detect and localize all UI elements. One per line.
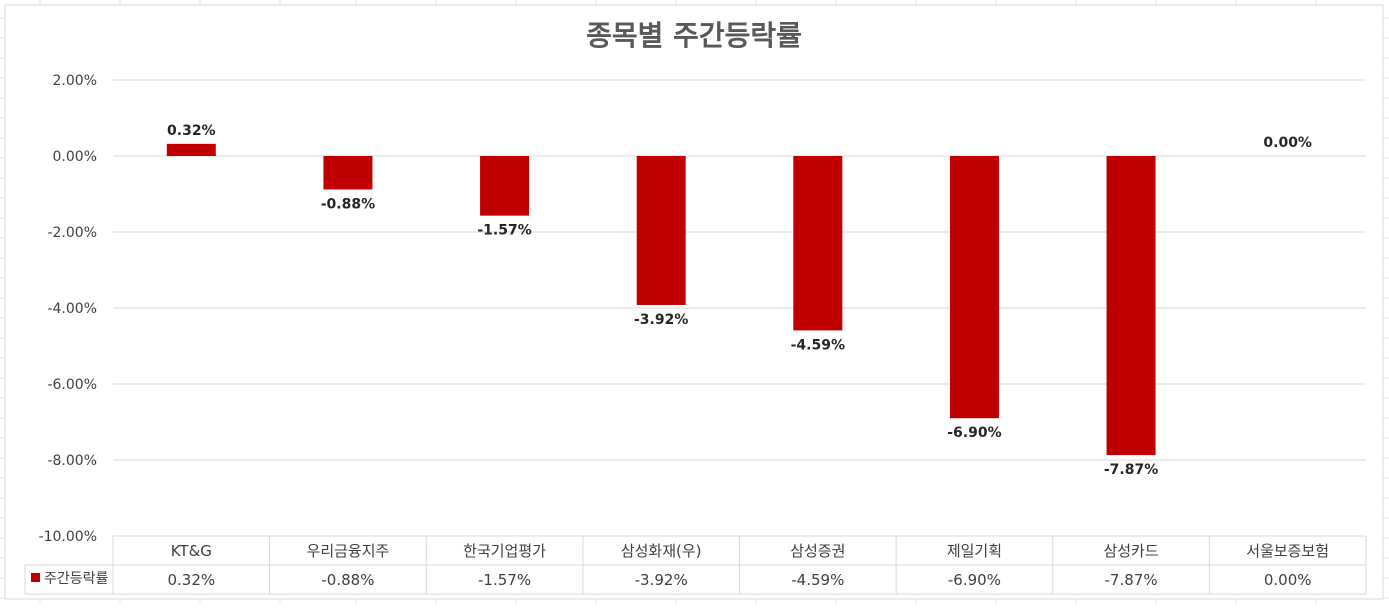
data-label: 0.32% (167, 123, 216, 139)
category-label: 우리금융지주 (307, 542, 390, 560)
data-label: -0.88% (321, 196, 375, 212)
category-label: 제일기획 (947, 542, 1002, 560)
category-label: 한국기업평가 (463, 542, 546, 560)
table-value-cell: -3.92% (635, 571, 688, 589)
data-labels: 0.32% -0.88% -1.57% -3.92% -4.59% -6.90% -7.87… (167, 123, 1312, 478)
category-label: 서울보증보험 (1246, 542, 1329, 560)
bar-series (166, 143, 1156, 456)
table-value-cell: -1.57% (478, 571, 531, 589)
bar[interactable] (1106, 156, 1156, 456)
data-table: KT&G 0.32% 우리금융지주 -0.88% 한국기업평가 -1.57% 삼성화재(우)… (24, 535, 1367, 595)
y-axis-tick-labels: 2.00% 0.00% -2.00% -4.00% -6.00% -8.00% -10.00… (39, 73, 97, 545)
category-label: KT&G (171, 542, 212, 560)
table-value-cell: -0.88% (321, 571, 374, 589)
bar[interactable] (323, 156, 373, 190)
bar[interactable] (166, 143, 216, 156)
table-value-cell: -4.59% (791, 571, 844, 589)
y-tick-label: -2.00% (47, 225, 97, 241)
y-tick-label: -8.00% (47, 453, 97, 469)
category-label: 삼성화재(우) (621, 542, 702, 560)
bar[interactable] (793, 156, 843, 331)
bar[interactable] (480, 156, 530, 216)
table-value-cell: 0.32% (167, 571, 215, 589)
table-value-cell: -7.87% (1105, 571, 1158, 589)
data-label: -6.90% (947, 425, 1001, 441)
bar[interactable] (949, 156, 999, 419)
y-tick-label: 2.00% (53, 73, 97, 89)
chart-area[interactable] (4, 4, 1384, 600)
y-tick-label: -4.00% (47, 301, 97, 317)
data-label: -1.57% (477, 223, 531, 239)
category-label: 삼성증권 (790, 542, 845, 560)
bar[interactable] (636, 156, 686, 305)
data-label: -3.92% (634, 312, 688, 328)
chart-title: 종목별 주간등락률 (586, 19, 802, 52)
table-value-cell: 0.00% (1264, 571, 1312, 589)
y-tick-label: 0.00% (53, 149, 97, 165)
table-value-cell: -6.90% (948, 571, 1001, 589)
legend-series-name: 주간등락률 (44, 571, 109, 587)
category-label: 삼성카드 (1103, 542, 1158, 560)
data-label: 0.00% (1263, 135, 1312, 151)
y-tick-label: -6.00% (47, 377, 97, 393)
y-tick-label: -10.00% (39, 529, 97, 545)
data-label: -4.59% (791, 337, 845, 353)
data-label: -7.87% (1104, 462, 1158, 478)
legend-key (31, 573, 40, 582)
